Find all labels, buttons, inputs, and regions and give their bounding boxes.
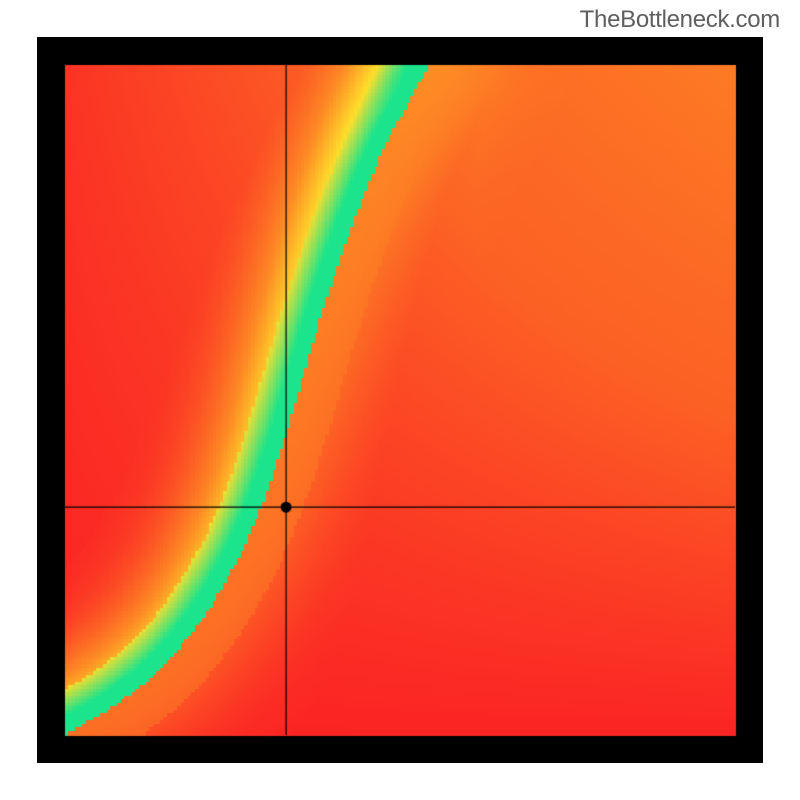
heatmap-canvas	[37, 37, 763, 763]
chart-container: TheBottleneck.com	[0, 0, 800, 800]
attribution-text: TheBottleneck.com	[580, 6, 780, 34]
plot-frame	[37, 37, 763, 763]
